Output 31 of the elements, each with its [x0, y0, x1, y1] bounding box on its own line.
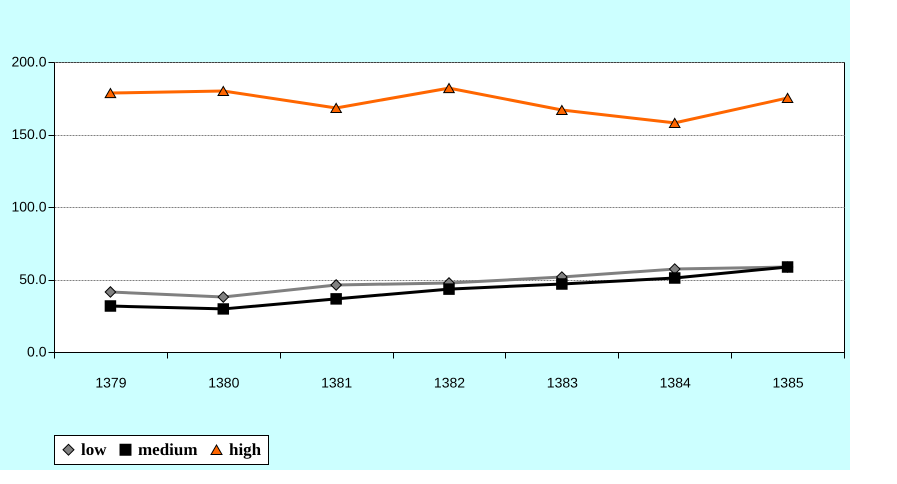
- point: [218, 86, 230, 96]
- legend-label: low: [81, 440, 108, 459]
- point: [218, 291, 230, 303]
- point: [668, 272, 680, 284]
- point: [443, 283, 455, 295]
- point: [104, 300, 116, 312]
- point: [556, 278, 568, 290]
- point: [104, 88, 116, 98]
- x-tick-label: 1381: [321, 374, 352, 390]
- point: [218, 303, 230, 315]
- x-tick-label: 1384: [660, 374, 691, 390]
- y-tick-label: 200.0: [11, 54, 47, 70]
- legend-label: high: [229, 440, 262, 459]
- x-tick-label: 1382: [434, 374, 466, 390]
- x-tick-label: 1379: [95, 374, 127, 390]
- point: [556, 104, 568, 116]
- x-tick-label: 1385: [772, 374, 804, 390]
- x-tick-label: 1383: [546, 374, 578, 390]
- y-tick-label: 50.0: [19, 271, 47, 287]
- point: [104, 286, 116, 298]
- point: [330, 102, 342, 114]
- point: [668, 118, 680, 128]
- y-tick-label: 100.0: [11, 198, 47, 214]
- y-tick-label: 0.0: [27, 344, 47, 360]
- x-tick-label: 1380: [208, 374, 240, 390]
- point: [443, 83, 455, 94]
- legend-label: medium: [138, 440, 198, 459]
- point: [782, 92, 794, 103]
- point: [330, 293, 342, 305]
- y-tick-label: 150.0: [11, 126, 47, 142]
- point: [330, 279, 342, 291]
